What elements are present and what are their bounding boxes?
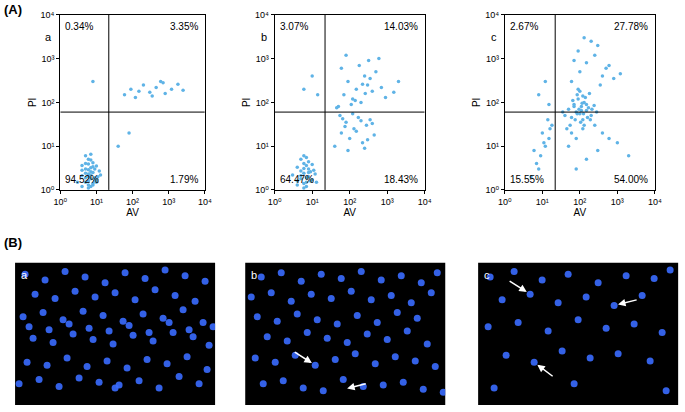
svg-text:10⁰: 10⁰ <box>268 197 282 207</box>
svg-text:c: c <box>491 31 497 43</box>
svg-text:10²: 10² <box>41 98 54 108</box>
svg-text:3.35%: 3.35% <box>170 21 198 32</box>
svg-text:10⁰: 10⁰ <box>53 197 67 207</box>
svg-text:AV: AV <box>126 207 139 218</box>
svg-text:PI: PI <box>241 98 252 107</box>
svg-text:10³: 10³ <box>162 197 175 207</box>
svg-text:(A): (A) <box>4 2 22 17</box>
svg-text:a: a <box>45 31 52 43</box>
svg-text:18.43%: 18.43% <box>384 174 418 185</box>
svg-text:1.79%: 1.79% <box>170 174 198 185</box>
svg-text:3.07%: 3.07% <box>280 21 308 32</box>
svg-text:10¹: 10¹ <box>486 141 499 151</box>
svg-text:2.67%: 2.67% <box>510 21 538 32</box>
svg-text:10²: 10² <box>486 98 499 108</box>
svg-text:10⁴: 10⁴ <box>418 197 432 207</box>
svg-text:b: b <box>251 269 257 281</box>
svg-text:b: b <box>261 31 267 43</box>
svg-text:a: a <box>21 269 28 281</box>
svg-text:10⁴: 10⁴ <box>198 197 212 207</box>
svg-text:c: c <box>484 269 490 281</box>
svg-text:10⁴: 10⁴ <box>485 10 499 20</box>
svg-text:10⁰: 10⁰ <box>41 185 55 195</box>
svg-text:10³: 10³ <box>256 54 269 64</box>
svg-text:27.78%: 27.78% <box>614 21 648 32</box>
svg-text:15.55%: 15.55% <box>510 174 544 185</box>
svg-text:10⁴: 10⁴ <box>41 10 55 20</box>
svg-text:10³: 10³ <box>381 197 394 207</box>
svg-text:10³: 10³ <box>486 54 499 64</box>
svg-text:10⁰: 10⁰ <box>255 185 269 195</box>
svg-text:10¹: 10¹ <box>256 141 269 151</box>
svg-text:10⁰: 10⁰ <box>498 197 512 207</box>
svg-text:10³: 10³ <box>41 54 54 64</box>
svg-text:10¹: 10¹ <box>306 197 319 207</box>
svg-text:AV: AV <box>343 207 356 218</box>
svg-text:AV: AV <box>574 207 587 218</box>
svg-text:10¹: 10¹ <box>536 197 549 207</box>
svg-text:10¹: 10¹ <box>90 197 103 207</box>
svg-text:10³: 10³ <box>611 197 624 207</box>
svg-text:10⁴: 10⁴ <box>255 10 269 20</box>
svg-text:10²: 10² <box>256 98 269 108</box>
svg-text:10⁰: 10⁰ <box>485 185 499 195</box>
svg-text:0.34%: 0.34% <box>65 21 93 32</box>
svg-text:(B): (B) <box>4 235 22 250</box>
svg-text:10¹: 10¹ <box>41 141 54 151</box>
svg-text:14.03%: 14.03% <box>384 21 418 32</box>
svg-text:54.00%: 54.00% <box>614 174 648 185</box>
svg-text:10²: 10² <box>343 197 356 207</box>
svg-text:10²: 10² <box>126 197 139 207</box>
svg-text:94.52%: 94.52% <box>65 174 99 185</box>
svg-text:64.47%: 64.47% <box>280 174 314 185</box>
svg-text:PI: PI <box>27 98 38 107</box>
svg-text:10⁴: 10⁴ <box>648 197 662 207</box>
svg-text:PI: PI <box>471 98 482 107</box>
svg-text:10²: 10² <box>573 197 586 207</box>
